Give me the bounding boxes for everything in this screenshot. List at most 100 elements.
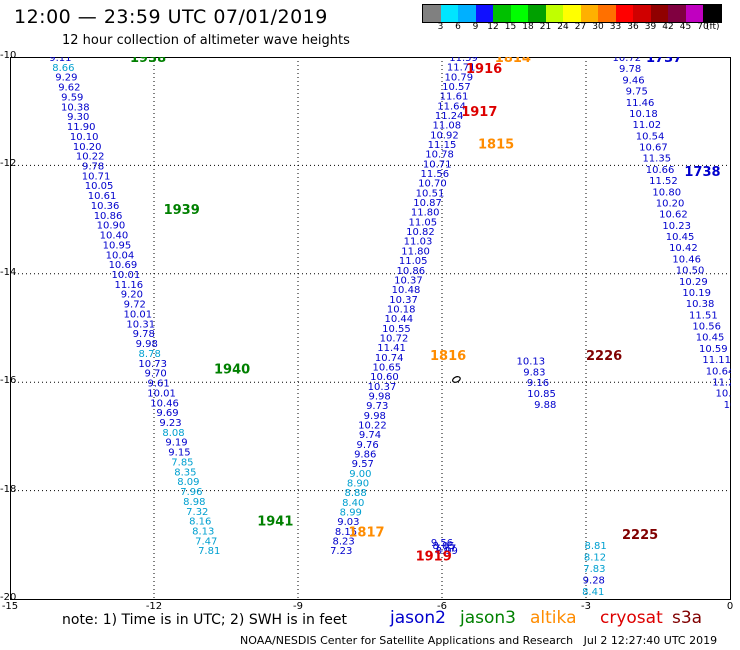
y-tick-label: -14 [0,266,17,278]
colorbar-label: 39 [644,22,657,32]
swh-value: 9.98 [364,411,386,422]
legend-s3a: s3a [672,608,703,628]
swh-value: 10.61 [88,191,117,202]
grid-lines [10,57,730,599]
pass-time-label: 2226 [586,349,622,364]
colorbar-swatch [545,5,563,22]
swh-value: 10.90 [97,221,126,232]
swh-value: 11.64 [437,101,466,112]
swh-value: 10.85 [527,389,556,400]
colorbar-label: 3 [437,22,444,32]
swh-value: 8.35 [174,467,196,478]
swh-value: 10.65 [372,362,401,373]
swh-value: 10.05 [85,181,114,192]
swh-value: 9.56 [431,538,453,549]
swh-value: 11.52 [649,176,678,187]
colorbar-label: 33 [609,22,622,32]
swh-value: 10.37 [368,382,397,393]
swh-value: 10.72 [380,333,409,344]
swh-value: 11.80 [401,246,430,257]
swh-value: 11.59 [449,57,478,64]
pass-time-label: 1917 [461,105,497,120]
swh-value: 11.46 [626,98,655,109]
swh-value: 9.88 [534,400,556,411]
swh-value: 10.82 [406,227,435,238]
swh-value: 10.71 [82,171,111,182]
pass-time-label: 1939 [164,203,200,218]
swh-value: 7.47 [195,536,217,547]
wave-height-map: 9.118.669.299.629.5910.389.3011.9010.101… [10,57,731,600]
swh-value: 10.79 [444,72,473,83]
swh-value: 7.81 [198,546,220,557]
swh-value: 9.20 [121,290,143,301]
swh-value: 10.46 [672,254,701,265]
swh-value: 8.40 [342,498,364,509]
swh-value: 9.00 [349,469,371,480]
pass-time-label: 1817 [348,525,384,540]
swh-value: 10.59 [699,344,728,355]
x-tick-label: -12 [145,601,163,612]
colorbar-label: 15 [504,22,517,32]
swh-value: 10.62 [659,210,688,221]
colorbar-label: 45 [679,22,692,32]
swh-value: 8.99 [340,508,362,519]
swh-value: 10.40 [100,231,129,242]
pass-time-label: 1938 [130,57,166,66]
swh-value: 9.28 [583,575,605,586]
swh-value: 10.01 [112,270,141,281]
swh-value: 10.74 [375,353,404,364]
y-tick-label: -10 [0,50,17,61]
swh-value: 9.83 [523,367,545,378]
swh-value: 10.29 [679,277,708,288]
swh-value: 10.60 [370,372,399,383]
legend-altika: altika [530,608,577,628]
swh-value: 10.87 [413,198,442,209]
x-tick-label: -3 [581,601,591,612]
swh-value: 10.80 [652,187,681,198]
swh-value: 8.66 [52,63,74,74]
swh-value: 11.02 [632,120,661,131]
swh-value: 11.35 [642,154,671,165]
pass-time-label: 1919 [416,550,452,565]
swh-value: 8.12 [584,552,606,563]
swh-value: 10.72 [612,57,641,64]
swh-value: 10.44 [384,314,413,325]
swh-value: 8.78 [139,349,161,360]
colorbar-label: 21 [539,22,552,32]
swh-value: 10.31 [126,319,155,330]
colorbar-label: 36 [627,22,639,32]
colorbar-label: 12 [487,22,499,32]
swh-value: 10.51 [416,188,445,199]
swh-value: 7.83 [583,564,605,575]
swh-value: 9.30 [67,112,89,123]
colorbar-swatch [668,5,686,22]
colorbar-swatch [615,5,633,22]
page-subtitle: 12 hour collection of altimeter wave hei… [62,33,350,48]
swh-value: 10.69 [109,260,138,271]
y-tick-label: -12 [0,158,17,170]
swh-value: 10.37 [389,295,418,306]
swh-value: 10.18 [629,109,658,120]
y-tick-label: -18 [0,483,17,495]
swh-value: 9.23 [159,418,181,429]
swh-value: 11.03 [404,237,433,248]
swh-value: 9.78 [619,64,641,75]
colorbar-swatch [563,5,581,22]
swh-value: 9.62 [58,83,80,94]
swh-value: 9.75 [626,87,648,98]
swh-value: 9.98 [368,391,390,402]
pass-time-label: 1941 [257,514,293,529]
swh-value: 10.45 [666,232,695,243]
swh-value: 10.50 [676,266,705,277]
colorbar-swatch [440,5,458,22]
colorbar-label: 6 [455,22,461,32]
pass-time-label: 1916 [466,62,502,77]
swh-value: 8.15 [335,527,357,538]
pass-time-label: 1814 [495,57,531,66]
swh-value: 10.70 [418,179,447,190]
swh-value: 9.16 [527,378,549,389]
swh-value: 10.95 [103,240,132,251]
colorbar-swatch [458,5,476,22]
swh-value: 10.20 [656,198,685,209]
swh-value: 8.13 [192,526,214,537]
